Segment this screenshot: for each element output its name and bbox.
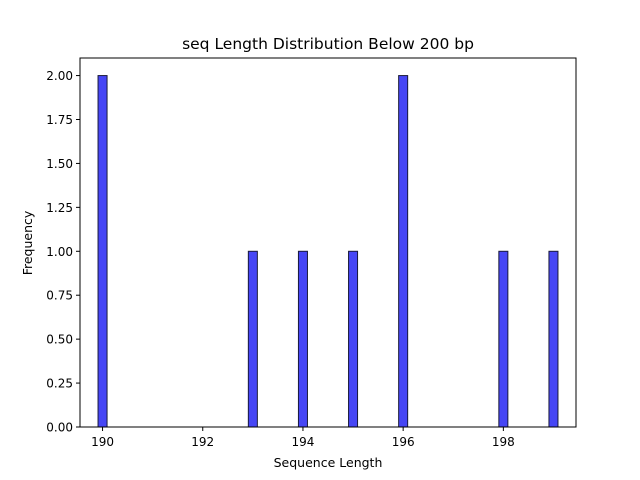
histogram-bar <box>398 75 409 428</box>
histogram-bar <box>498 250 509 428</box>
x-axis-label: Sequence Length <box>274 455 383 470</box>
y-tick-label: 2.00 <box>46 69 73 83</box>
x-tick-label: 196 <box>392 435 415 449</box>
x-tick-label: 198 <box>492 435 515 449</box>
y-tick-label: 0.50 <box>46 333 73 347</box>
y-axis-label: Frequency <box>20 210 35 275</box>
histogram-bar <box>97 75 108 428</box>
y-tick-label: 0.75 <box>46 289 73 303</box>
y-tick-label: 1.00 <box>46 245 73 259</box>
plot-frame <box>79 57 577 428</box>
plot-area: 190 192 194 196 198 0.00 0.25 0.50 0.75 1.00 1.25 1… <box>46 57 577 449</box>
histogram-bar <box>548 250 559 428</box>
y-tick-label: 1.75 <box>46 113 73 127</box>
chart-title: seq Length Distribution Below 200 bp <box>182 35 474 53</box>
x-tick-label: 194 <box>291 435 314 449</box>
histogram-bar <box>247 250 258 428</box>
y-tick-label: 0.00 <box>46 421 73 435</box>
y-tick-label: 0.25 <box>46 377 73 391</box>
x-tick-label: 192 <box>191 435 214 449</box>
histogram-bar <box>297 250 308 428</box>
y-tick-label: 1.50 <box>46 157 73 171</box>
x-tick-label: 190 <box>91 435 114 449</box>
y-tick-label: 1.25 <box>46 201 73 215</box>
histogram-bar <box>348 250 359 428</box>
